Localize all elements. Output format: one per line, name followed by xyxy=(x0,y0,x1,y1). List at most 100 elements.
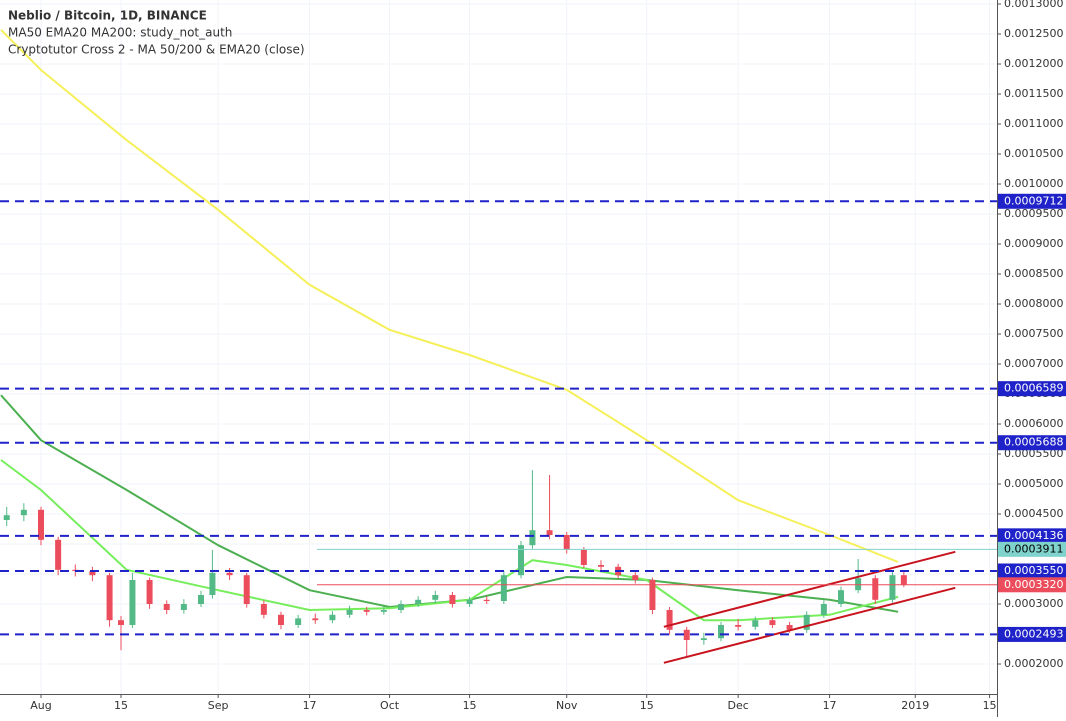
candle-body xyxy=(769,620,776,625)
candle-body xyxy=(380,610,387,612)
candle-body xyxy=(632,575,639,580)
price-tag-label: 0.0003320 xyxy=(1004,578,1064,591)
candle-body xyxy=(889,575,896,600)
x-tick-label: Oct xyxy=(380,699,400,712)
candle-body xyxy=(483,599,490,601)
candle-body xyxy=(198,595,204,604)
price-tag-label: 0.0005688 xyxy=(1004,436,1064,449)
y-tick-label: 0.0013000 xyxy=(1004,0,1064,10)
x-tick-label: Aug xyxy=(30,699,51,712)
candle-body xyxy=(872,578,879,600)
y-tick-label: 0.0010000 xyxy=(1004,177,1064,190)
y-tick-label: 0.0005500 xyxy=(1004,447,1064,460)
candle-body xyxy=(20,509,27,516)
candle-body xyxy=(278,614,284,625)
candle-body xyxy=(735,625,742,627)
price-tag xyxy=(998,577,1066,593)
candle-body xyxy=(329,614,336,621)
price-tag xyxy=(998,626,1066,642)
price-tag xyxy=(998,381,1066,397)
y-tick-label: 0.0012000 xyxy=(1004,57,1064,70)
candle-body xyxy=(89,571,96,576)
candle-body xyxy=(563,535,570,550)
candle-body xyxy=(529,530,536,546)
y-tick-label: 0.0008000 xyxy=(1004,297,1064,310)
x-tick-label: Dec xyxy=(727,699,748,712)
candle-body xyxy=(432,595,439,600)
candle-body xyxy=(820,604,827,615)
x-tick-label: 15 xyxy=(114,699,128,712)
candle-body xyxy=(786,625,793,630)
candle-body xyxy=(500,575,507,601)
candle-body xyxy=(546,530,553,535)
y-tick-label: 0.0006000 xyxy=(1004,417,1064,430)
candle-body xyxy=(209,572,216,595)
price-tag-label: 0.0006589 xyxy=(1004,382,1064,395)
candle-body xyxy=(243,575,250,604)
candle-body xyxy=(752,620,759,627)
candle-body xyxy=(580,550,587,565)
y-tick-label: 0.0012500 xyxy=(1004,27,1064,40)
price-tag-label: 0.0004136 xyxy=(1004,529,1064,542)
candle-body xyxy=(106,575,113,621)
chart-title: Neblio / Bitcoin, 1D, BINANCE xyxy=(8,9,207,23)
legend-line: MA50 EMA20 MA200: study_not_auth xyxy=(8,26,232,40)
x-tick-label: 2019 xyxy=(901,699,929,712)
y-tick-label: 0.0002000 xyxy=(1004,657,1064,670)
candle-body xyxy=(838,590,844,604)
x-tick-label: 17 xyxy=(303,699,317,712)
plot-area xyxy=(0,0,997,694)
candle-body xyxy=(363,610,370,612)
candle-body xyxy=(163,604,170,610)
y-tick-label: 0.0011500 xyxy=(1004,87,1064,100)
candle-body xyxy=(180,604,187,610)
candle-body xyxy=(226,572,233,576)
price-tag-label: 0.0009712 xyxy=(1004,194,1064,207)
candle-body xyxy=(415,599,422,604)
candle-body xyxy=(146,580,153,604)
price-tag xyxy=(998,563,1066,579)
candle-body xyxy=(649,580,656,610)
y-tick-label: 0.0005000 xyxy=(1004,477,1064,490)
candle-body xyxy=(683,629,690,640)
trend-line xyxy=(663,586,956,664)
x-tick-label: Nov xyxy=(556,699,578,712)
price-tag-label: 0.0002493 xyxy=(1004,627,1064,640)
price-tag xyxy=(998,193,1066,209)
candle-body xyxy=(3,515,10,520)
x-tick-label: 15 xyxy=(640,699,654,712)
candle-body xyxy=(346,610,353,615)
candle-body xyxy=(718,625,724,639)
candle-body xyxy=(466,599,473,604)
x-tick-label: Sep xyxy=(208,699,229,712)
candle-body xyxy=(398,604,404,610)
price-tag-label: 0.0003550 xyxy=(1004,564,1064,577)
candle-body xyxy=(666,610,673,630)
price-tag xyxy=(998,528,1066,544)
candle-body xyxy=(118,620,124,625)
legend-line: Cryptotutor Cross 2 - MA 50/200 & EMA20 … xyxy=(8,43,305,57)
candle-body xyxy=(700,638,707,640)
candle-body xyxy=(449,595,456,604)
candle-body xyxy=(38,509,44,540)
candle-body xyxy=(295,618,302,625)
candle-body xyxy=(312,618,319,621)
y-tick-label: 0.0009500 xyxy=(1004,207,1064,220)
price-tag xyxy=(998,435,1066,451)
price-tag-label: 0.0003911 xyxy=(1004,542,1064,555)
moving-average xyxy=(0,29,899,563)
candle-body xyxy=(260,604,267,615)
y-tick-label: 0.0003000 xyxy=(1004,597,1064,610)
x-tick-label: 15 xyxy=(463,699,477,712)
x-tick-label: 15 xyxy=(983,699,997,712)
trend-line xyxy=(663,550,956,628)
y-tick-label: 0.0004500 xyxy=(1004,507,1064,520)
y-tick-label: 0.0010500 xyxy=(1004,147,1064,160)
y-tick-label: 0.0007000 xyxy=(1004,357,1064,370)
y-tick-label: 0.0011000 xyxy=(1004,117,1064,130)
price-tag xyxy=(998,541,1066,557)
candle-body xyxy=(855,578,862,591)
y-tick-label: 0.0009000 xyxy=(1004,237,1064,250)
